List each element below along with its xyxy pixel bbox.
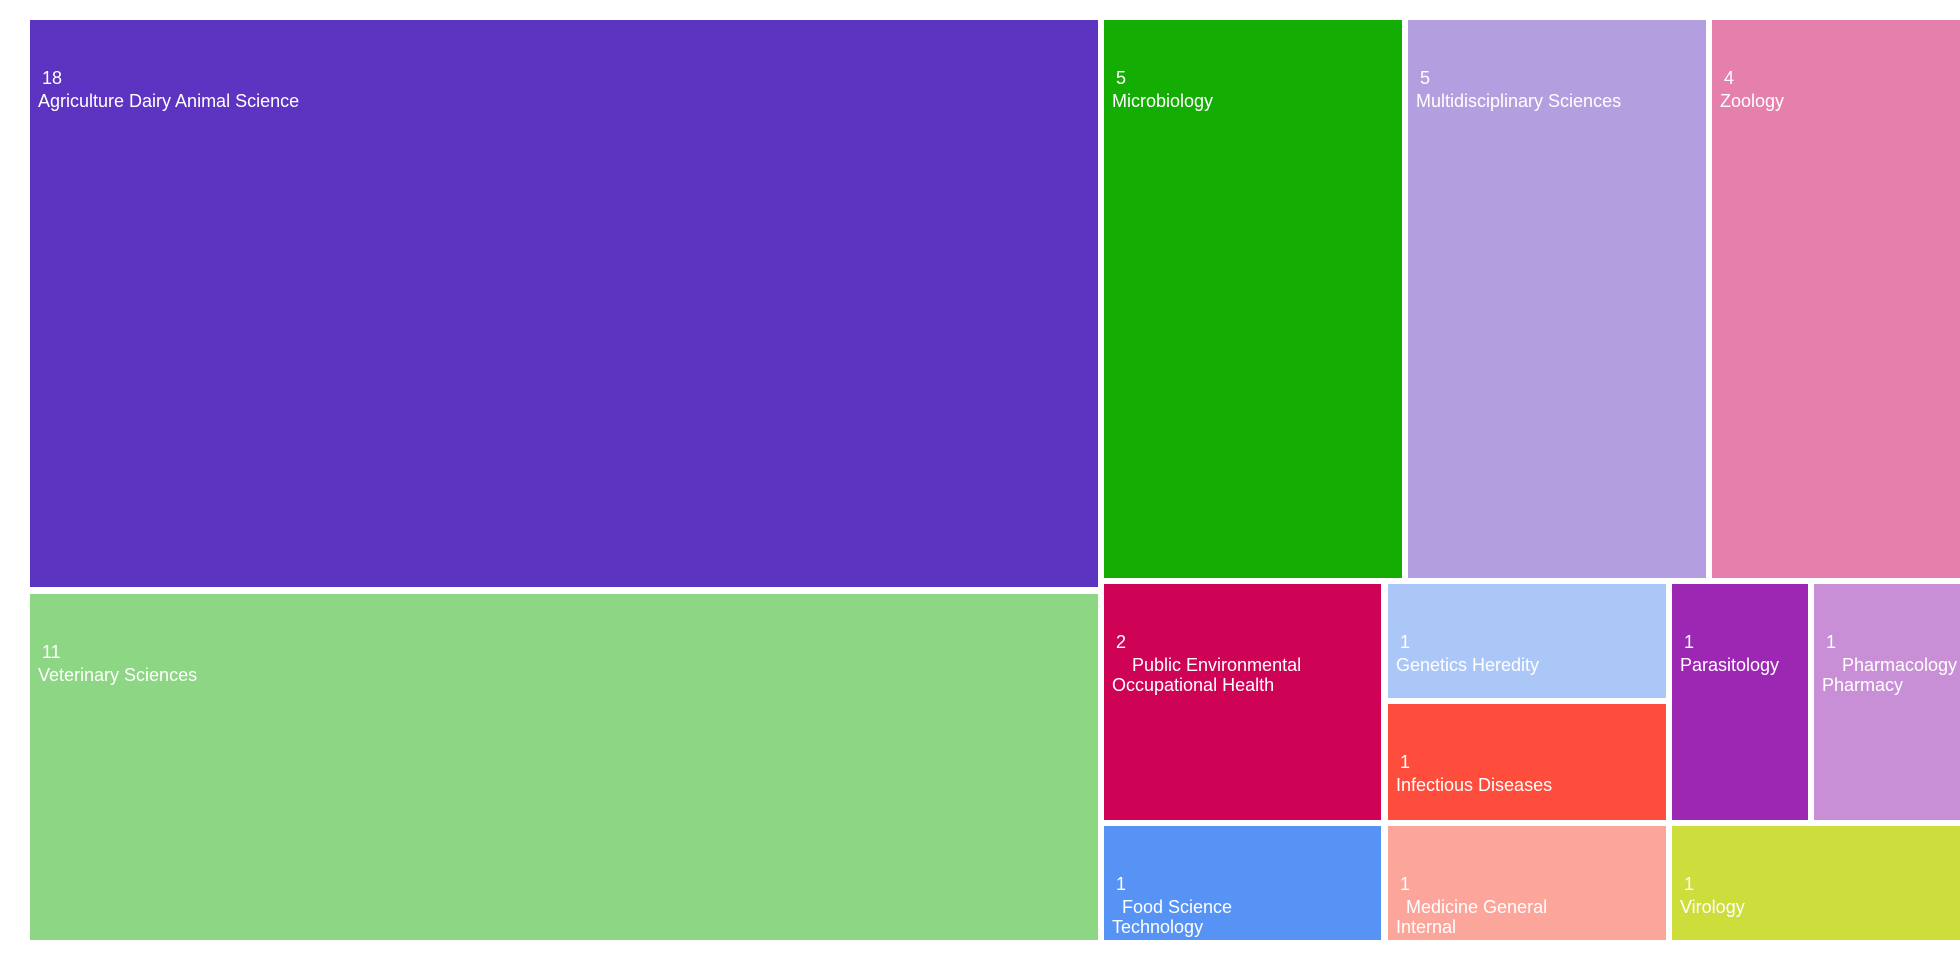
tile-rect[interactable] — [1104, 826, 1381, 940]
tile-value: 11 — [42, 642, 61, 662]
tile-value: 2 — [1116, 632, 1126, 652]
tile-label: Infectious Diseases — [1396, 775, 1552, 795]
tile-value: 1 — [1400, 632, 1410, 652]
tile-label: Genetics Heredity — [1396, 655, 1539, 675]
tile-genetics-heredity[interactable]: 1 Genetics Heredity — [1388, 584, 1666, 698]
tile-rect[interactable] — [30, 20, 1098, 587]
tile-multidisciplinary-sciences[interactable]: 5 Multidisciplinary Sciences — [1408, 20, 1706, 578]
tile-rect[interactable] — [1814, 584, 1960, 820]
tile-label: Medicine General Internal — [1396, 897, 1547, 937]
tile-value: 5 — [1116, 68, 1126, 88]
tile-rect[interactable] — [1672, 826, 1960, 940]
tile-veterinary-sciences[interactable]: 11 Veterinary Sciences — [30, 594, 1098, 940]
tile-public-environmental-occupational-health[interactable]: 2 Public Environmental Occupational Healt… — [1104, 584, 1381, 820]
tile-medicine-general-internal[interactable]: 1 Medicine General Internal — [1388, 826, 1666, 940]
tile-value: 1 — [1400, 752, 1410, 772]
tile-rect[interactable] — [1388, 584, 1666, 698]
tile-rect[interactable] — [1672, 584, 1808, 820]
tile-label: Agriculture Dairy Animal Science — [38, 91, 299, 111]
tile-value: 5 — [1420, 68, 1430, 88]
tile-label: Public Environmental Occupational Health — [1112, 655, 1301, 695]
tile-label: Virology — [1680, 897, 1745, 917]
tile-microbiology[interactable]: 5 Microbiology — [1104, 20, 1402, 578]
tile-rect[interactable] — [1712, 20, 1960, 578]
tile-label: Food Science Technology — [1112, 897, 1232, 937]
tile-rect[interactable] — [1104, 584, 1381, 820]
tile-value: 1 — [1684, 632, 1694, 652]
tile-rect[interactable] — [1104, 20, 1402, 578]
tile-rect[interactable] — [30, 594, 1098, 940]
tile-value: 1 — [1116, 874, 1126, 894]
tile-label: Zoology — [1720, 91, 1784, 111]
tile-agriculture-dairy-animal-science[interactable]: 18 Agriculture Dairy Animal Science — [30, 20, 1098, 587]
tile-parasitology[interactable]: 1 Parasitology — [1672, 584, 1808, 820]
tile-value: 1 — [1684, 874, 1694, 894]
tile-food-science-technology[interactable]: 1 Food Science Technology — [1104, 826, 1381, 940]
tile-pharmacology-pharmacy[interactable]: 1 Pharmacology Pharmacy — [1814, 584, 1960, 820]
tile-rect[interactable] — [1388, 826, 1666, 940]
tile-label: Pharmacology Pharmacy — [1822, 655, 1957, 695]
tile-label: Microbiology — [1112, 91, 1213, 111]
tile-value: 1 — [1826, 632, 1836, 652]
tile-label: Multidisciplinary Sciences — [1416, 91, 1621, 111]
tile-virology[interactable]: 1 Virology — [1672, 826, 1960, 940]
tile-value: 1 — [1400, 874, 1410, 894]
tile-rect[interactable] — [1388, 704, 1666, 820]
tile-value: 18 — [42, 68, 62, 88]
tile-label: Veterinary Sciences — [38, 665, 197, 685]
tile-infectious-diseases[interactable]: 1 Infectious Diseases — [1388, 704, 1666, 820]
tile-label: Parasitology — [1680, 655, 1779, 675]
tile-zoology[interactable]: 4 Zoology — [1712, 20, 1960, 578]
tile-rect[interactable] — [1408, 20, 1706, 578]
tile-value: 4 — [1724, 68, 1734, 88]
